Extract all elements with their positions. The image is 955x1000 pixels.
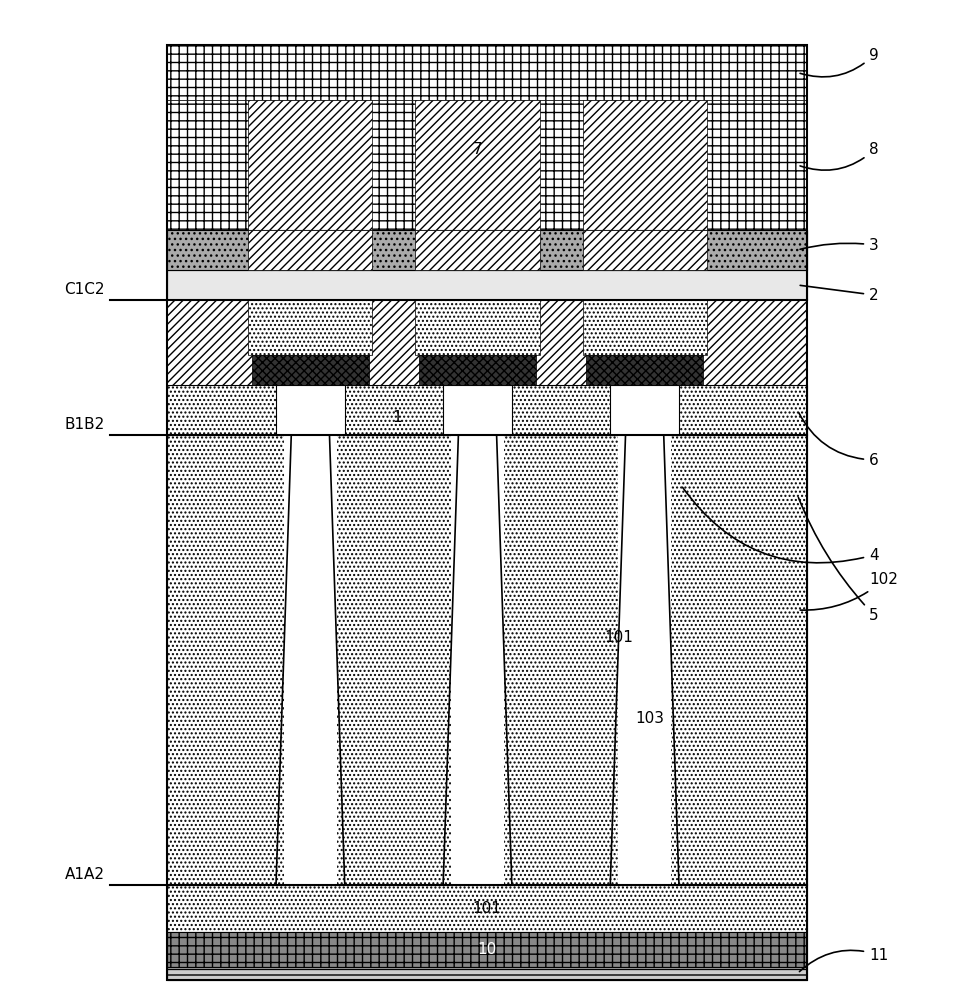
Bar: [276, 385, 345, 435]
Text: 101: 101: [473, 901, 501, 916]
Bar: [583, 300, 707, 355]
Bar: [415, 300, 540, 355]
Text: 10: 10: [478, 942, 497, 957]
Bar: [167, 270, 807, 300]
Text: 5: 5: [798, 498, 879, 622]
Text: C1C2: C1C2: [65, 282, 105, 297]
Bar: [167, 230, 807, 270]
Bar: [284, 435, 337, 885]
Text: 1: 1: [393, 410, 402, 424]
Text: A1A2: A1A2: [65, 867, 105, 882]
Bar: [167, 45, 807, 980]
Text: B1B2: B1B2: [65, 417, 105, 432]
Text: 2: 2: [800, 285, 879, 302]
Bar: [167, 45, 807, 100]
Bar: [610, 385, 679, 435]
Bar: [248, 100, 372, 230]
Text: 11: 11: [799, 948, 888, 972]
Bar: [583, 100, 707, 230]
Bar: [167, 435, 807, 885]
Bar: [618, 435, 671, 885]
Bar: [415, 230, 540, 270]
Bar: [167, 385, 807, 435]
Text: 3: 3: [800, 237, 879, 252]
Text: 4: 4: [683, 487, 879, 563]
Bar: [419, 355, 536, 385]
Bar: [248, 300, 372, 355]
Bar: [167, 300, 807, 385]
Bar: [167, 100, 807, 230]
Text: 6: 6: [798, 412, 879, 468]
Bar: [583, 230, 707, 270]
Bar: [252, 355, 369, 385]
Bar: [167, 885, 807, 932]
Text: 8: 8: [800, 142, 879, 170]
Text: 101: 101: [604, 630, 633, 645]
Bar: [586, 355, 703, 385]
Text: 9: 9: [800, 47, 879, 77]
Bar: [443, 385, 512, 435]
Bar: [451, 435, 504, 885]
Text: 102: 102: [800, 572, 898, 610]
Bar: [415, 100, 540, 230]
Bar: [248, 230, 372, 270]
Bar: [167, 230, 807, 270]
Text: 103: 103: [635, 711, 664, 726]
Text: 7: 7: [473, 142, 482, 157]
Bar: [167, 967, 807, 980]
Bar: [167, 932, 807, 967]
